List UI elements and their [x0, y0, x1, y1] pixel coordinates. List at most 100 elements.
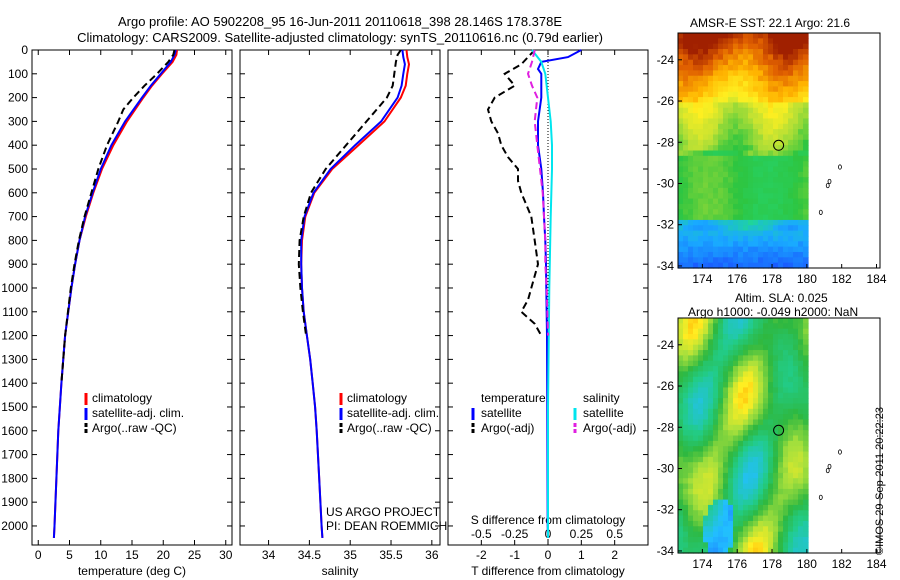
- heatmap-cell: [713, 150, 719, 157]
- heatmap-cell: [773, 366, 779, 373]
- heatmap-cell: [738, 382, 744, 389]
- heatmap-cell: [803, 408, 809, 415]
- heatmap-cell: [733, 414, 739, 421]
- heatmap-cell: [768, 134, 774, 141]
- heatmap-cell: [788, 408, 794, 415]
- diff-top-tick-label: 0.5: [606, 527, 623, 541]
- heatmap-cell: [693, 134, 699, 141]
- heatmap-cell: [738, 139, 744, 146]
- heatmap-cell: [693, 419, 699, 426]
- heatmap-cell: [788, 134, 794, 141]
- heatmap-cell: [713, 467, 719, 474]
- heatmap-cell: [678, 510, 684, 517]
- heatmap-cell: [703, 387, 709, 394]
- heatmap-cell: [713, 65, 719, 71]
- heatmap-cell: [723, 225, 729, 232]
- heatmap-cell: [693, 257, 699, 264]
- heatmap-cell: [743, 230, 749, 237]
- heatmap-cell: [698, 403, 704, 410]
- heatmap-cell: [798, 494, 804, 501]
- heatmap-cell: [708, 387, 714, 394]
- heatmap-cell: [703, 118, 709, 125]
- heatmap-cell: [743, 241, 749, 248]
- heatmap-cell: [703, 251, 709, 258]
- heatmap-cell: [753, 187, 759, 194]
- heatmap-cell: [783, 59, 789, 66]
- heatmap-cell: [758, 107, 764, 114]
- heatmap-cell: [798, 456, 804, 463]
- heatmap-cell: [703, 414, 709, 421]
- heatmap-cell: [723, 107, 729, 114]
- heatmap-cell: [803, 123, 809, 130]
- heatmap-cell: [728, 257, 734, 264]
- heatmap-cell: [703, 139, 709, 146]
- sal-plot-frame: [239, 49, 441, 546]
- heatmap-cell: [713, 499, 719, 506]
- heatmap-cell: [803, 531, 809, 538]
- heatmap-cell: [733, 504, 739, 511]
- heatmap-cell: [733, 209, 739, 216]
- sst-lon-tick-label: 182: [832, 272, 852, 286]
- heatmap-cell: [713, 323, 719, 330]
- heatmap-cell: [803, 440, 809, 447]
- heatmap-cell: [788, 241, 794, 248]
- heatmap-cell: [703, 494, 709, 501]
- heatmap-cell: [748, 472, 754, 479]
- heatmap-cell: [718, 430, 724, 437]
- heatmap-cell: [683, 344, 689, 351]
- heatmap-cell: [683, 230, 689, 237]
- heatmap-cell: [708, 323, 714, 330]
- heatmap-cell: [713, 494, 719, 501]
- heatmap-cell: [748, 43, 754, 50]
- heatmap-cell: [773, 328, 779, 335]
- heatmap-cell: [758, 75, 764, 82]
- heatmap-cell: [738, 187, 744, 194]
- heatmap-cell: [793, 91, 799, 98]
- temp-xtick-label: 20: [157, 548, 171, 562]
- heatmap-cell: [753, 241, 759, 248]
- heatmap-cell: [733, 43, 739, 50]
- heatmap-cell: [683, 398, 689, 405]
- heatmap-cell: [708, 462, 714, 469]
- heatmap-cell: [798, 376, 804, 383]
- heatmap-cell: [698, 193, 704, 200]
- depth-tick-label: 1600: [1, 424, 28, 438]
- heatmap-cell: [733, 318, 739, 324]
- heatmap-cell: [683, 318, 689, 324]
- heatmap-cell: [758, 113, 764, 120]
- heatmap-cell: [798, 414, 804, 421]
- heatmap-cell: [728, 262, 734, 269]
- heatmap-cell: [768, 246, 774, 253]
- heatmap-cell: [753, 102, 759, 109]
- heatmap-cell: [788, 355, 794, 362]
- heatmap-cell: [683, 526, 689, 533]
- heatmap-cell: [688, 366, 694, 373]
- heatmap-cell: [763, 499, 769, 506]
- heatmap-cell: [758, 344, 764, 351]
- heatmap-cell: [798, 214, 804, 221]
- heatmap-cell: [753, 414, 759, 421]
- heatmap-cell: [748, 230, 754, 237]
- heatmap-cell: [703, 376, 709, 383]
- heatmap-cell: [758, 536, 764, 543]
- heatmap-cell: [748, 161, 754, 168]
- heatmap-cell: [728, 392, 734, 399]
- heatmap-cell: [693, 318, 699, 324]
- heatmap-cell: [783, 467, 789, 474]
- heatmap-cell: [798, 171, 804, 178]
- heatmap-cell: [693, 43, 699, 50]
- heatmap-cell: [793, 355, 799, 362]
- heatmap-cell: [793, 155, 799, 162]
- diff-legend-label: Argo(-adj): [481, 421, 534, 435]
- heatmap-cell: [798, 328, 804, 335]
- heatmap-cell: [728, 123, 734, 130]
- heatmap-cell: [733, 440, 739, 447]
- sla-lat-tick-label: -26: [657, 379, 675, 393]
- heatmap-cell: [798, 33, 804, 39]
- heatmap-cell: [783, 246, 789, 253]
- heatmap-cell: [763, 536, 769, 543]
- heatmap-cell: [783, 209, 789, 216]
- heatmap-cell: [728, 499, 734, 506]
- heatmap-cell: [728, 451, 734, 458]
- heatmap-cell: [713, 451, 719, 458]
